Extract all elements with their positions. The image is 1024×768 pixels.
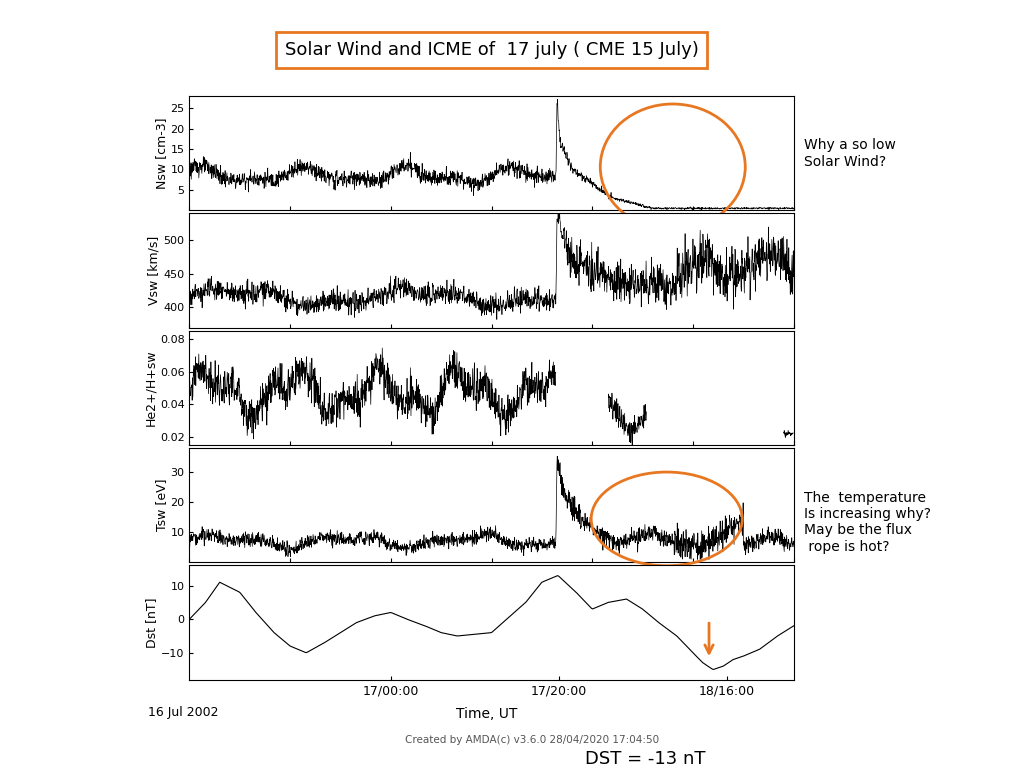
Y-axis label: He2+/H+sw: He2+/H+sw bbox=[144, 349, 157, 426]
Text: DST = -13 nT: DST = -13 nT bbox=[585, 750, 706, 768]
Y-axis label: Tsw [eV]: Tsw [eV] bbox=[155, 479, 168, 531]
Y-axis label: Dst [nT]: Dst [nT] bbox=[145, 598, 159, 647]
Y-axis label: Vsw [km/s]: Vsw [km/s] bbox=[147, 236, 161, 305]
Text: The  temperature
Is increasing why?
May be the flux
 rope is hot?: The temperature Is increasing why? May b… bbox=[804, 491, 931, 554]
Text: Created by AMDA(c) v3.6.0 28/04/2020 17:04:50: Created by AMDA(c) v3.6.0 28/04/2020 17:… bbox=[406, 736, 659, 746]
Text: Solar Wind and ICME of  17 july ( CME 15 July): Solar Wind and ICME of 17 july ( CME 15 … bbox=[285, 41, 698, 59]
Y-axis label: Nsw [cm-3]: Nsw [cm-3] bbox=[155, 118, 168, 189]
Text: Why a so low
Solar Wind?: Why a so low Solar Wind? bbox=[804, 138, 896, 169]
Text: 16 Jul 2002: 16 Jul 2002 bbox=[148, 706, 219, 719]
Text: Time, UT: Time, UT bbox=[456, 707, 517, 721]
